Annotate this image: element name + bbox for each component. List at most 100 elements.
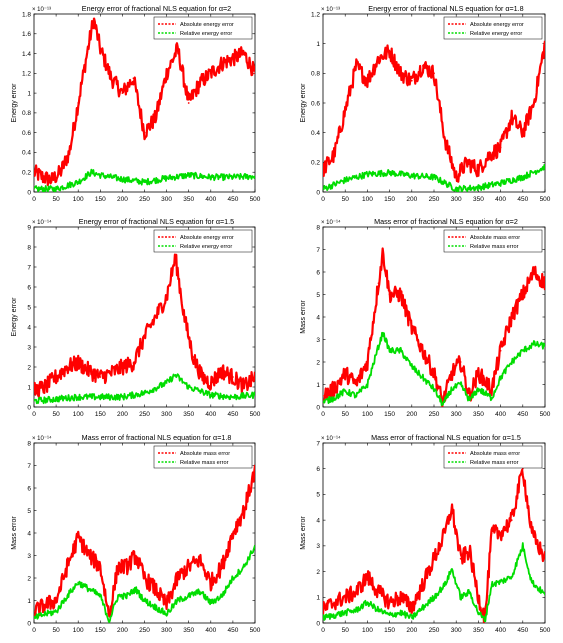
chart-panel-4: Mass error of fractional NLS equation fo…	[300, 217, 551, 418]
y-tick-label: 4	[316, 314, 320, 321]
y-tick-label: 1	[316, 41, 320, 48]
y-tick-label: 2	[316, 569, 320, 576]
data-point	[55, 610, 57, 613]
axis-exponent-label: × 10⁻¹³	[32, 7, 51, 13]
data-point	[490, 388, 493, 390]
data-point	[68, 151, 71, 154]
y-tick-label: 4	[27, 530, 31, 537]
data-point	[499, 376, 502, 379]
data-point	[323, 168, 324, 171]
data-point	[55, 376, 57, 378]
data-point	[521, 544, 524, 547]
y-tick-label: 2	[27, 364, 31, 371]
x-tick-label: 400	[495, 196, 506, 203]
y-tick-label: 7	[27, 264, 31, 271]
data-point	[477, 596, 480, 599]
data-point	[382, 250, 384, 253]
data-point	[510, 116, 513, 119]
series-line	[323, 331, 545, 407]
legend-label: Absolute mass error	[470, 451, 520, 457]
axis-exponent-label: × 10⁻¹⁴	[32, 219, 52, 226]
plot-area	[322, 442, 546, 624]
data-point	[510, 575, 513, 578]
data-point	[499, 532, 502, 534]
chart-panel-6: Mass error of fractional NLS equation fo…	[300, 433, 551, 634]
series-absolute	[34, 253, 255, 398]
legend-label: Absolute energy error	[180, 235, 234, 241]
y-tick-label: 0.6	[22, 130, 31, 137]
legend-label: Relative energy error	[470, 31, 522, 37]
data-point	[201, 376, 203, 378]
legend-box	[153, 445, 253, 469]
y-tick-label: 1	[316, 595, 320, 602]
data-point	[323, 394, 324, 397]
y-tick-label: 1.6	[22, 31, 31, 38]
data-point	[125, 595, 128, 597]
x-tick-label: 500	[250, 411, 261, 418]
data-point	[444, 139, 446, 141]
y-tick-label: 0.4	[311, 130, 320, 137]
x-tick-label: 500	[250, 627, 261, 634]
data-point	[388, 293, 391, 296]
legend: Absolute mass error Relative mass error	[443, 229, 543, 253]
data-point	[399, 596, 402, 599]
data-point	[377, 591, 380, 594]
series-absolute	[34, 17, 255, 187]
axis-exponent-label: × 10⁻¹⁴	[32, 435, 52, 442]
data-point	[198, 559, 201, 561]
data-point	[110, 372, 113, 374]
x-tick-label: 450	[227, 627, 238, 634]
y-tick-label: 0.8	[311, 71, 320, 78]
series-line	[34, 168, 255, 192]
data-point	[34, 617, 35, 620]
data-point	[209, 394, 212, 396]
data-point	[468, 591, 471, 594]
x-tick-label: 150	[95, 411, 106, 418]
series-line	[34, 464, 255, 618]
data-point	[366, 575, 369, 578]
x-tick-label: 150	[95, 627, 106, 634]
y-tick-label: 8	[316, 224, 320, 231]
data-point	[143, 336, 146, 338]
data-point	[410, 606, 413, 609]
data-point	[183, 316, 186, 318]
data-point	[410, 365, 413, 368]
y-tick-label: 5	[316, 492, 320, 499]
x-tick-label: 450	[517, 411, 528, 418]
legend-label: Absolute energy error	[470, 22, 524, 28]
data-point	[377, 345, 380, 348]
y-axis-label: Energy error	[11, 83, 18, 123]
data-point	[187, 595, 190, 597]
y-tick-label: 2	[316, 359, 320, 366]
x-tick-label: 0	[32, 627, 36, 634]
legend-label: Relative mass error	[470, 244, 519, 250]
data-point	[366, 361, 369, 363]
data-point	[544, 593, 545, 596]
data-point	[521, 293, 524, 296]
data-point	[44, 604, 46, 606]
data-point	[333, 601, 335, 604]
x-tick-label: 0	[321, 196, 325, 203]
y-tick-label: 6	[316, 466, 320, 473]
chart-title: Mass error of fractional NLS equation fo…	[82, 433, 232, 442]
x-tick-label: 100	[73, 411, 84, 418]
axis-exponent-label: × 10⁻¹⁴	[321, 219, 341, 226]
data-point	[121, 396, 124, 398]
y-tick-label: 0	[27, 189, 31, 196]
x-tick-label: 300	[161, 411, 172, 418]
y-tick-label: 3	[27, 344, 31, 351]
data-point	[34, 610, 35, 613]
x-tick-label: 50	[52, 411, 60, 418]
x-tick-label: 200	[406, 411, 417, 418]
data-point	[88, 588, 91, 591]
data-point	[344, 611, 347, 614]
data-point	[154, 316, 157, 318]
data-point	[510, 519, 513, 522]
data-point	[220, 62, 223, 65]
y-tick-label: 8	[27, 440, 31, 447]
y-tick-label: 9	[27, 224, 31, 231]
data-point	[344, 390, 347, 393]
data-point	[88, 370, 91, 372]
x-tick-label: 100	[73, 196, 84, 203]
